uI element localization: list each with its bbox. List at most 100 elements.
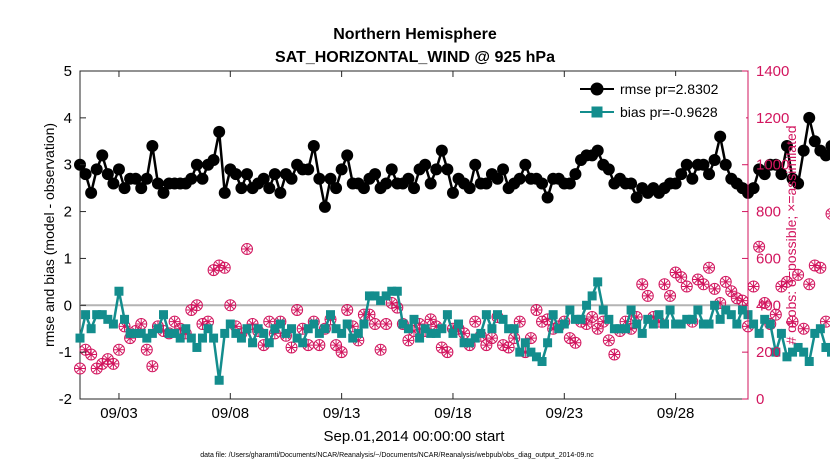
bias-point (426, 328, 436, 338)
bias-point (309, 319, 319, 329)
obs-assimilated-point (358, 309, 369, 320)
y2-tick-label: 600 (756, 250, 781, 267)
rmse-point (675, 168, 688, 181)
bias-point (576, 314, 586, 324)
bias-point (671, 319, 681, 329)
obs-assimilated-point (214, 260, 225, 271)
obs-possible-point (224, 299, 237, 312)
rmse-point (769, 158, 782, 171)
obs-assimilated-point (225, 300, 236, 311)
rmse-point (446, 186, 459, 199)
y-tick-label: -1 (59, 344, 72, 361)
y-tick-label: 5 (64, 63, 72, 80)
obs-assimilated-point (91, 363, 102, 374)
x-tick-label: 09/18 (434, 405, 472, 422)
rmse-point (207, 154, 220, 167)
obs-assimilated-point (520, 347, 531, 358)
bias-point (403, 324, 413, 334)
bias-point (509, 324, 519, 334)
obs-assimilated-point (704, 262, 715, 273)
bias-point (587, 291, 597, 301)
obs-assimilated-point (670, 267, 681, 278)
y-axis-label: rmse and bias (model - observation) (41, 123, 57, 347)
obs-assimilated-point (459, 328, 470, 339)
obs-possible-point (825, 208, 830, 220)
legend-box (576, 76, 746, 122)
y-tick-label: 4 (64, 110, 72, 127)
obs-assimilated-point (436, 342, 447, 353)
bias-point (726, 310, 736, 320)
obs-assimilated-point (470, 316, 481, 327)
bias-point (314, 328, 324, 338)
bias-point (776, 328, 786, 338)
obs-assimilated-point (620, 316, 631, 327)
bias-point (721, 305, 731, 315)
obs-assimilated-point (80, 344, 91, 355)
obs-assimilated-point (759, 297, 770, 308)
obs-assimilated-point (86, 349, 97, 360)
obs-assimilated-point (720, 276, 731, 287)
bias-point (248, 338, 258, 348)
rmse-point (480, 177, 493, 190)
bias-point (732, 319, 742, 329)
rmse-point (714, 130, 727, 143)
x-tick-label: 09/28 (657, 405, 695, 422)
y-tick-label: 1 (64, 250, 72, 267)
rmse-point (146, 139, 159, 152)
x-tick-label: 09/03 (100, 405, 138, 422)
bias-point (147, 328, 157, 338)
rmse-point (686, 172, 699, 185)
obs-assimilated-point (219, 262, 230, 273)
bias-point (810, 328, 820, 338)
bias-point (298, 338, 308, 348)
obs-assimilated-point (481, 340, 492, 351)
bias-point (364, 291, 374, 301)
bias-point (648, 319, 658, 329)
rmse-point (808, 135, 821, 148)
bias-point (548, 310, 558, 320)
obs-assimilated-point (609, 349, 620, 360)
bias-point (760, 314, 770, 324)
bias-point (698, 319, 708, 329)
rmse-point (85, 186, 98, 199)
rmse-point (536, 177, 549, 190)
bias-point (359, 319, 369, 329)
obs-assimilated-point (587, 312, 598, 322)
obs-assimilated-point (514, 316, 525, 327)
obs-assimilated-point (676, 272, 687, 283)
bias-point (615, 324, 625, 334)
bias-point (470, 333, 480, 343)
rmse-point (274, 186, 287, 199)
bias-point (292, 333, 302, 343)
bias-point (782, 352, 792, 362)
bias-point (637, 328, 647, 338)
bias-point (431, 328, 441, 338)
obs-assimilated-point (97, 358, 108, 369)
bias-line (78, 277, 830, 381)
obs-assimilated-point (820, 316, 830, 327)
obs-possible-point (636, 278, 649, 291)
x-tick-label: 09/13 (323, 405, 361, 422)
bias-point (342, 319, 352, 329)
obs-assimilated-point (498, 340, 509, 351)
bias-point (376, 296, 386, 306)
bias-point (381, 291, 391, 301)
obs-possible-point (74, 362, 86, 375)
rmse-point (563, 177, 576, 190)
bias-point (771, 347, 781, 357)
obs-possible-point (469, 315, 482, 328)
bias-point (749, 319, 759, 329)
x-axis-label: Sep.01,2014 00:00:00 start (324, 428, 506, 445)
rmse-point (157, 186, 170, 199)
obs-assimilated-point (336, 347, 347, 358)
bias-point (793, 342, 803, 352)
rmse-point (569, 168, 582, 181)
plot-area (74, 70, 830, 400)
obs-possible-point (513, 315, 526, 328)
bias-point (225, 319, 235, 329)
bias-point (487, 324, 497, 334)
obs-assimilated-point (804, 279, 815, 290)
obs-possible-point (758, 296, 771, 309)
rmse-point (268, 168, 281, 181)
